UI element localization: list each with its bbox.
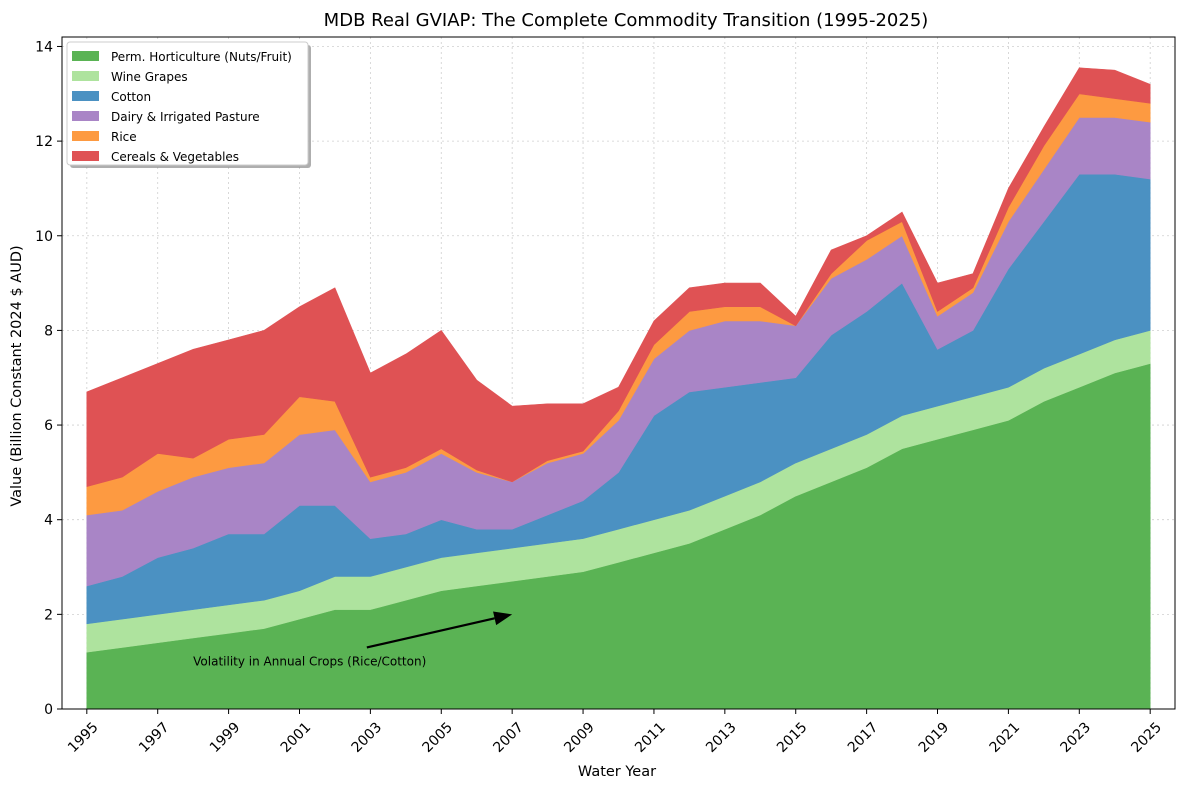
annotation-arrow-line [366,617,495,649]
y-tick-label: 8 [44,323,53,339]
legend: Perm. Horticulture (Nuts/Fruit) Wine Grap… [66,41,311,168]
plot-frame [61,36,1176,710]
legend-label: Rice [111,130,137,144]
y-tick-label: 10 [35,229,53,245]
legend-label: Cotton [111,90,151,104]
area-cereals-vegetables [86,67,1151,487]
legend-box [66,41,309,166]
legend-swatch [72,151,99,161]
legend-swatch [72,51,99,61]
y-tick-label: 0 [44,702,53,718]
annotation-text: Volatility in Annual Crops (Rice/Cotton) [193,655,426,669]
legend-label: Cereals & Vegetables [111,150,239,164]
legend-label: Wine Grapes [111,70,188,84]
legend-swatch [72,71,99,81]
y-tick-label: 6 [44,418,53,434]
y-tick-label: 12 [35,134,53,150]
y-axis-ticks: 0 2 4 6 8 10 12 14 [35,39,62,718]
annotation: Volatility in Annual Crops (Rice/Cotton) [193,611,513,669]
area-series [86,67,1151,710]
plot-area: 1995 1997 1999 2001 2003 2005 2007 2009 2011 2013… [35,36,1176,756]
y-tick-label: 14 [35,39,53,55]
annotation-arrow-head [493,611,513,626]
y-tick-label: 4 [44,513,53,529]
y-axis-label: Value (Billion Constant 2024 $ AUD) [9,245,25,506]
x-axis-label: Water Year [578,764,656,780]
chart-title: MDB Real GVIAP: The Complete Commodity T… [324,10,929,31]
legend-label: Perm. Horticulture (Nuts/Fruit) [111,50,292,64]
legend-label: Dairy & Irrigated Pasture [111,110,260,124]
y-tick-label: 2 [44,607,53,623]
legend-swatch [72,131,99,141]
legend-swatch [72,91,99,101]
legend-swatch [72,111,99,121]
